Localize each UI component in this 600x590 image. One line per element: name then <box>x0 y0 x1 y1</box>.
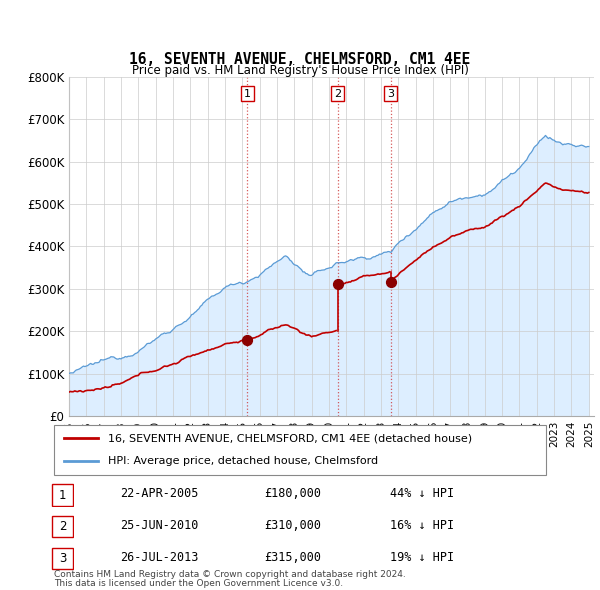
Text: 3: 3 <box>387 88 394 99</box>
Text: £180,000: £180,000 <box>264 487 321 500</box>
Text: 2: 2 <box>59 520 66 533</box>
Text: 16, SEVENTH AVENUE, CHELMSFORD, CM1 4EE: 16, SEVENTH AVENUE, CHELMSFORD, CM1 4EE <box>130 52 470 67</box>
FancyBboxPatch shape <box>52 516 73 537</box>
Text: 2: 2 <box>334 88 341 99</box>
Text: 25-JUN-2010: 25-JUN-2010 <box>120 519 199 532</box>
Text: 3: 3 <box>59 552 66 565</box>
FancyBboxPatch shape <box>52 548 73 569</box>
Text: 26-JUL-2013: 26-JUL-2013 <box>120 551 199 564</box>
Text: 44% ↓ HPI: 44% ↓ HPI <box>390 487 454 500</box>
Text: This data is licensed under the Open Government Licence v3.0.: This data is licensed under the Open Gov… <box>54 579 343 588</box>
Text: 1: 1 <box>244 88 251 99</box>
Text: 19% ↓ HPI: 19% ↓ HPI <box>390 551 454 564</box>
Text: 1: 1 <box>59 489 66 502</box>
Text: £315,000: £315,000 <box>264 551 321 564</box>
FancyBboxPatch shape <box>54 425 546 475</box>
Text: Price paid vs. HM Land Registry's House Price Index (HPI): Price paid vs. HM Land Registry's House … <box>131 64 469 77</box>
Text: 22-APR-2005: 22-APR-2005 <box>120 487 199 500</box>
Point <box>333 280 343 289</box>
Text: 16% ↓ HPI: 16% ↓ HPI <box>390 519 454 532</box>
Point <box>386 278 395 287</box>
FancyBboxPatch shape <box>52 484 73 506</box>
Point <box>242 335 252 345</box>
Text: £310,000: £310,000 <box>264 519 321 532</box>
Text: Contains HM Land Registry data © Crown copyright and database right 2024.: Contains HM Land Registry data © Crown c… <box>54 570 406 579</box>
Text: 16, SEVENTH AVENUE, CHELMSFORD, CM1 4EE (detached house): 16, SEVENTH AVENUE, CHELMSFORD, CM1 4EE … <box>108 433 472 443</box>
Text: HPI: Average price, detached house, Chelmsford: HPI: Average price, detached house, Chel… <box>108 457 378 467</box>
